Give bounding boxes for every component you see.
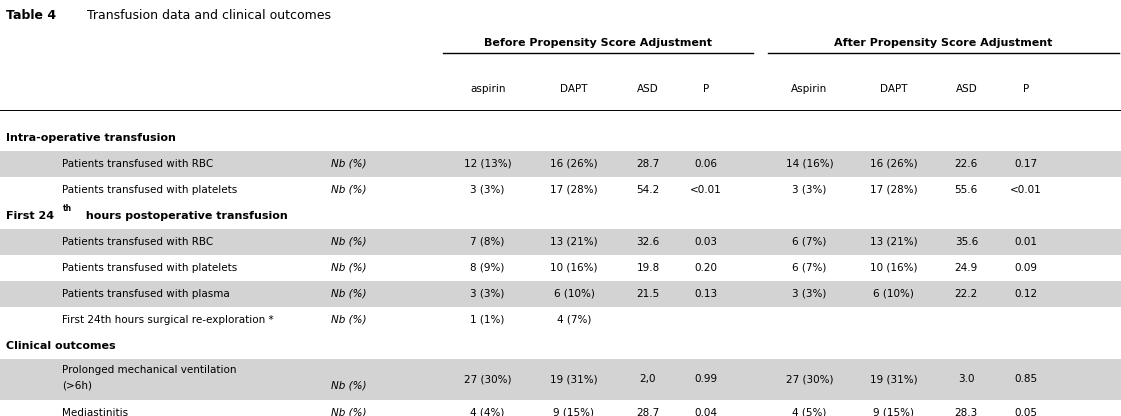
Text: 13 (21%): 13 (21%)	[550, 237, 597, 247]
Text: Patients transfused with plasma: Patients transfused with plasma	[62, 289, 230, 299]
Text: Patients transfused with platelets: Patients transfused with platelets	[62, 185, 237, 195]
Text: 16 (26%): 16 (26%)	[550, 159, 597, 169]
Bar	[0, 151, 1121, 177]
Text: ASD: ASD	[637, 84, 659, 94]
Text: 19.8: 19.8	[637, 263, 659, 273]
Text: 28.7: 28.7	[637, 159, 659, 169]
Text: 4 (7%): 4 (7%)	[557, 315, 591, 325]
Bar	[0, 229, 1121, 255]
Text: 3 (3%): 3 (3%)	[793, 289, 826, 299]
Text: 3.0: 3.0	[958, 374, 974, 384]
Text: Table 4: Table 4	[6, 9, 56, 22]
Text: First 24: First 24	[6, 211, 54, 221]
Text: 27 (30%): 27 (30%)	[786, 374, 833, 384]
Text: 9 (15%): 9 (15%)	[554, 408, 594, 416]
Text: 0.03: 0.03	[695, 237, 717, 247]
Text: 1 (1%): 1 (1%)	[471, 315, 504, 325]
Text: 16 (26%): 16 (26%)	[870, 159, 917, 169]
Text: Nb (%): Nb (%)	[331, 185, 367, 195]
Text: 6 (10%): 6 (10%)	[554, 289, 594, 299]
Text: Intra-operative transfusion: Intra-operative transfusion	[6, 133, 176, 143]
Text: Patients transfused with RBC: Patients transfused with RBC	[62, 237, 213, 247]
Text: 6 (7%): 6 (7%)	[793, 263, 826, 273]
Text: 3 (3%): 3 (3%)	[793, 185, 826, 195]
Text: 7 (8%): 7 (8%)	[471, 237, 504, 247]
Text: DAPT: DAPT	[880, 84, 907, 94]
Text: 32.6: 32.6	[637, 237, 659, 247]
Text: th: th	[63, 204, 72, 213]
Text: aspirin: aspirin	[470, 84, 506, 94]
Text: 10 (16%): 10 (16%)	[550, 263, 597, 273]
Text: <0.01: <0.01	[1010, 185, 1041, 195]
Text: 0.01: 0.01	[1015, 237, 1037, 247]
Text: Prolonged mechanical ventilation: Prolonged mechanical ventilation	[62, 365, 237, 375]
Text: 55.6: 55.6	[955, 185, 978, 195]
Text: 35.6: 35.6	[955, 237, 978, 247]
Text: ASD: ASD	[955, 84, 978, 94]
Text: Transfusion data and clinical outcomes: Transfusion data and clinical outcomes	[67, 9, 332, 22]
Text: P: P	[1022, 84, 1029, 94]
Text: 0.09: 0.09	[1015, 263, 1037, 273]
Text: 19 (31%): 19 (31%)	[550, 374, 597, 384]
Text: 14 (16%): 14 (16%)	[786, 159, 833, 169]
Text: 0.85: 0.85	[1015, 374, 1037, 384]
Bar	[0, 281, 1121, 307]
Text: 21.5: 21.5	[637, 289, 659, 299]
Text: Nb (%): Nb (%)	[331, 408, 367, 416]
Text: 4 (4%): 4 (4%)	[471, 408, 504, 416]
Text: DAPT: DAPT	[560, 84, 587, 94]
Text: First 24th hours surgical re-exploration *: First 24th hours surgical re-exploration…	[62, 315, 274, 325]
Text: <0.01: <0.01	[691, 185, 722, 195]
Text: 13 (21%): 13 (21%)	[870, 237, 917, 247]
Text: 0.06: 0.06	[695, 159, 717, 169]
Text: 8 (9%): 8 (9%)	[471, 263, 504, 273]
Text: Patients transfused with RBC: Patients transfused with RBC	[62, 159, 213, 169]
Text: 22.2: 22.2	[955, 289, 978, 299]
Text: Patients transfused with platelets: Patients transfused with platelets	[62, 263, 237, 273]
Text: Nb (%): Nb (%)	[331, 315, 367, 325]
Text: Nb (%): Nb (%)	[331, 159, 367, 169]
Text: After Propensity Score Adjustment: After Propensity Score Adjustment	[834, 38, 1053, 48]
Text: 24.9: 24.9	[955, 263, 978, 273]
Text: 6 (7%): 6 (7%)	[793, 237, 826, 247]
Text: 28.3: 28.3	[955, 408, 978, 416]
Text: Nb (%): Nb (%)	[331, 237, 367, 247]
Text: Nb (%): Nb (%)	[331, 380, 367, 390]
Text: hours postoperative transfusion: hours postoperative transfusion	[82, 211, 288, 221]
Text: 17 (28%): 17 (28%)	[870, 185, 917, 195]
Text: Clinical outcomes: Clinical outcomes	[6, 341, 115, 351]
Text: 54.2: 54.2	[637, 185, 659, 195]
Text: 0.17: 0.17	[1015, 159, 1037, 169]
Text: Before Propensity Score Adjustment: Before Propensity Score Adjustment	[484, 38, 712, 48]
Text: 27 (30%): 27 (30%)	[464, 374, 511, 384]
Text: Nb (%): Nb (%)	[331, 263, 367, 273]
Text: 0.99: 0.99	[695, 374, 717, 384]
Text: 12 (13%): 12 (13%)	[464, 159, 511, 169]
Text: Nb (%): Nb (%)	[331, 289, 367, 299]
Text: Aspirin: Aspirin	[791, 84, 827, 94]
Text: 17 (28%): 17 (28%)	[550, 185, 597, 195]
Text: 3 (3%): 3 (3%)	[471, 289, 504, 299]
Bar	[0, 359, 1121, 399]
Text: Mediastinitis: Mediastinitis	[62, 408, 128, 416]
Text: 0.12: 0.12	[1015, 289, 1037, 299]
Text: 22.6: 22.6	[955, 159, 978, 169]
Text: 0.13: 0.13	[695, 289, 717, 299]
Text: 9 (15%): 9 (15%)	[873, 408, 914, 416]
Text: 19 (31%): 19 (31%)	[870, 374, 917, 384]
Text: 3 (3%): 3 (3%)	[471, 185, 504, 195]
Text: 0.20: 0.20	[695, 263, 717, 273]
Text: 0.05: 0.05	[1015, 408, 1037, 416]
Text: 4 (5%): 4 (5%)	[793, 408, 826, 416]
Text: 0.04: 0.04	[695, 408, 717, 416]
Text: (>6h): (>6h)	[62, 380, 92, 390]
Text: 28.7: 28.7	[637, 408, 659, 416]
Text: P: P	[703, 84, 710, 94]
Text: 10 (16%): 10 (16%)	[870, 263, 917, 273]
Text: 2,0: 2,0	[640, 374, 656, 384]
Text: 6 (10%): 6 (10%)	[873, 289, 914, 299]
